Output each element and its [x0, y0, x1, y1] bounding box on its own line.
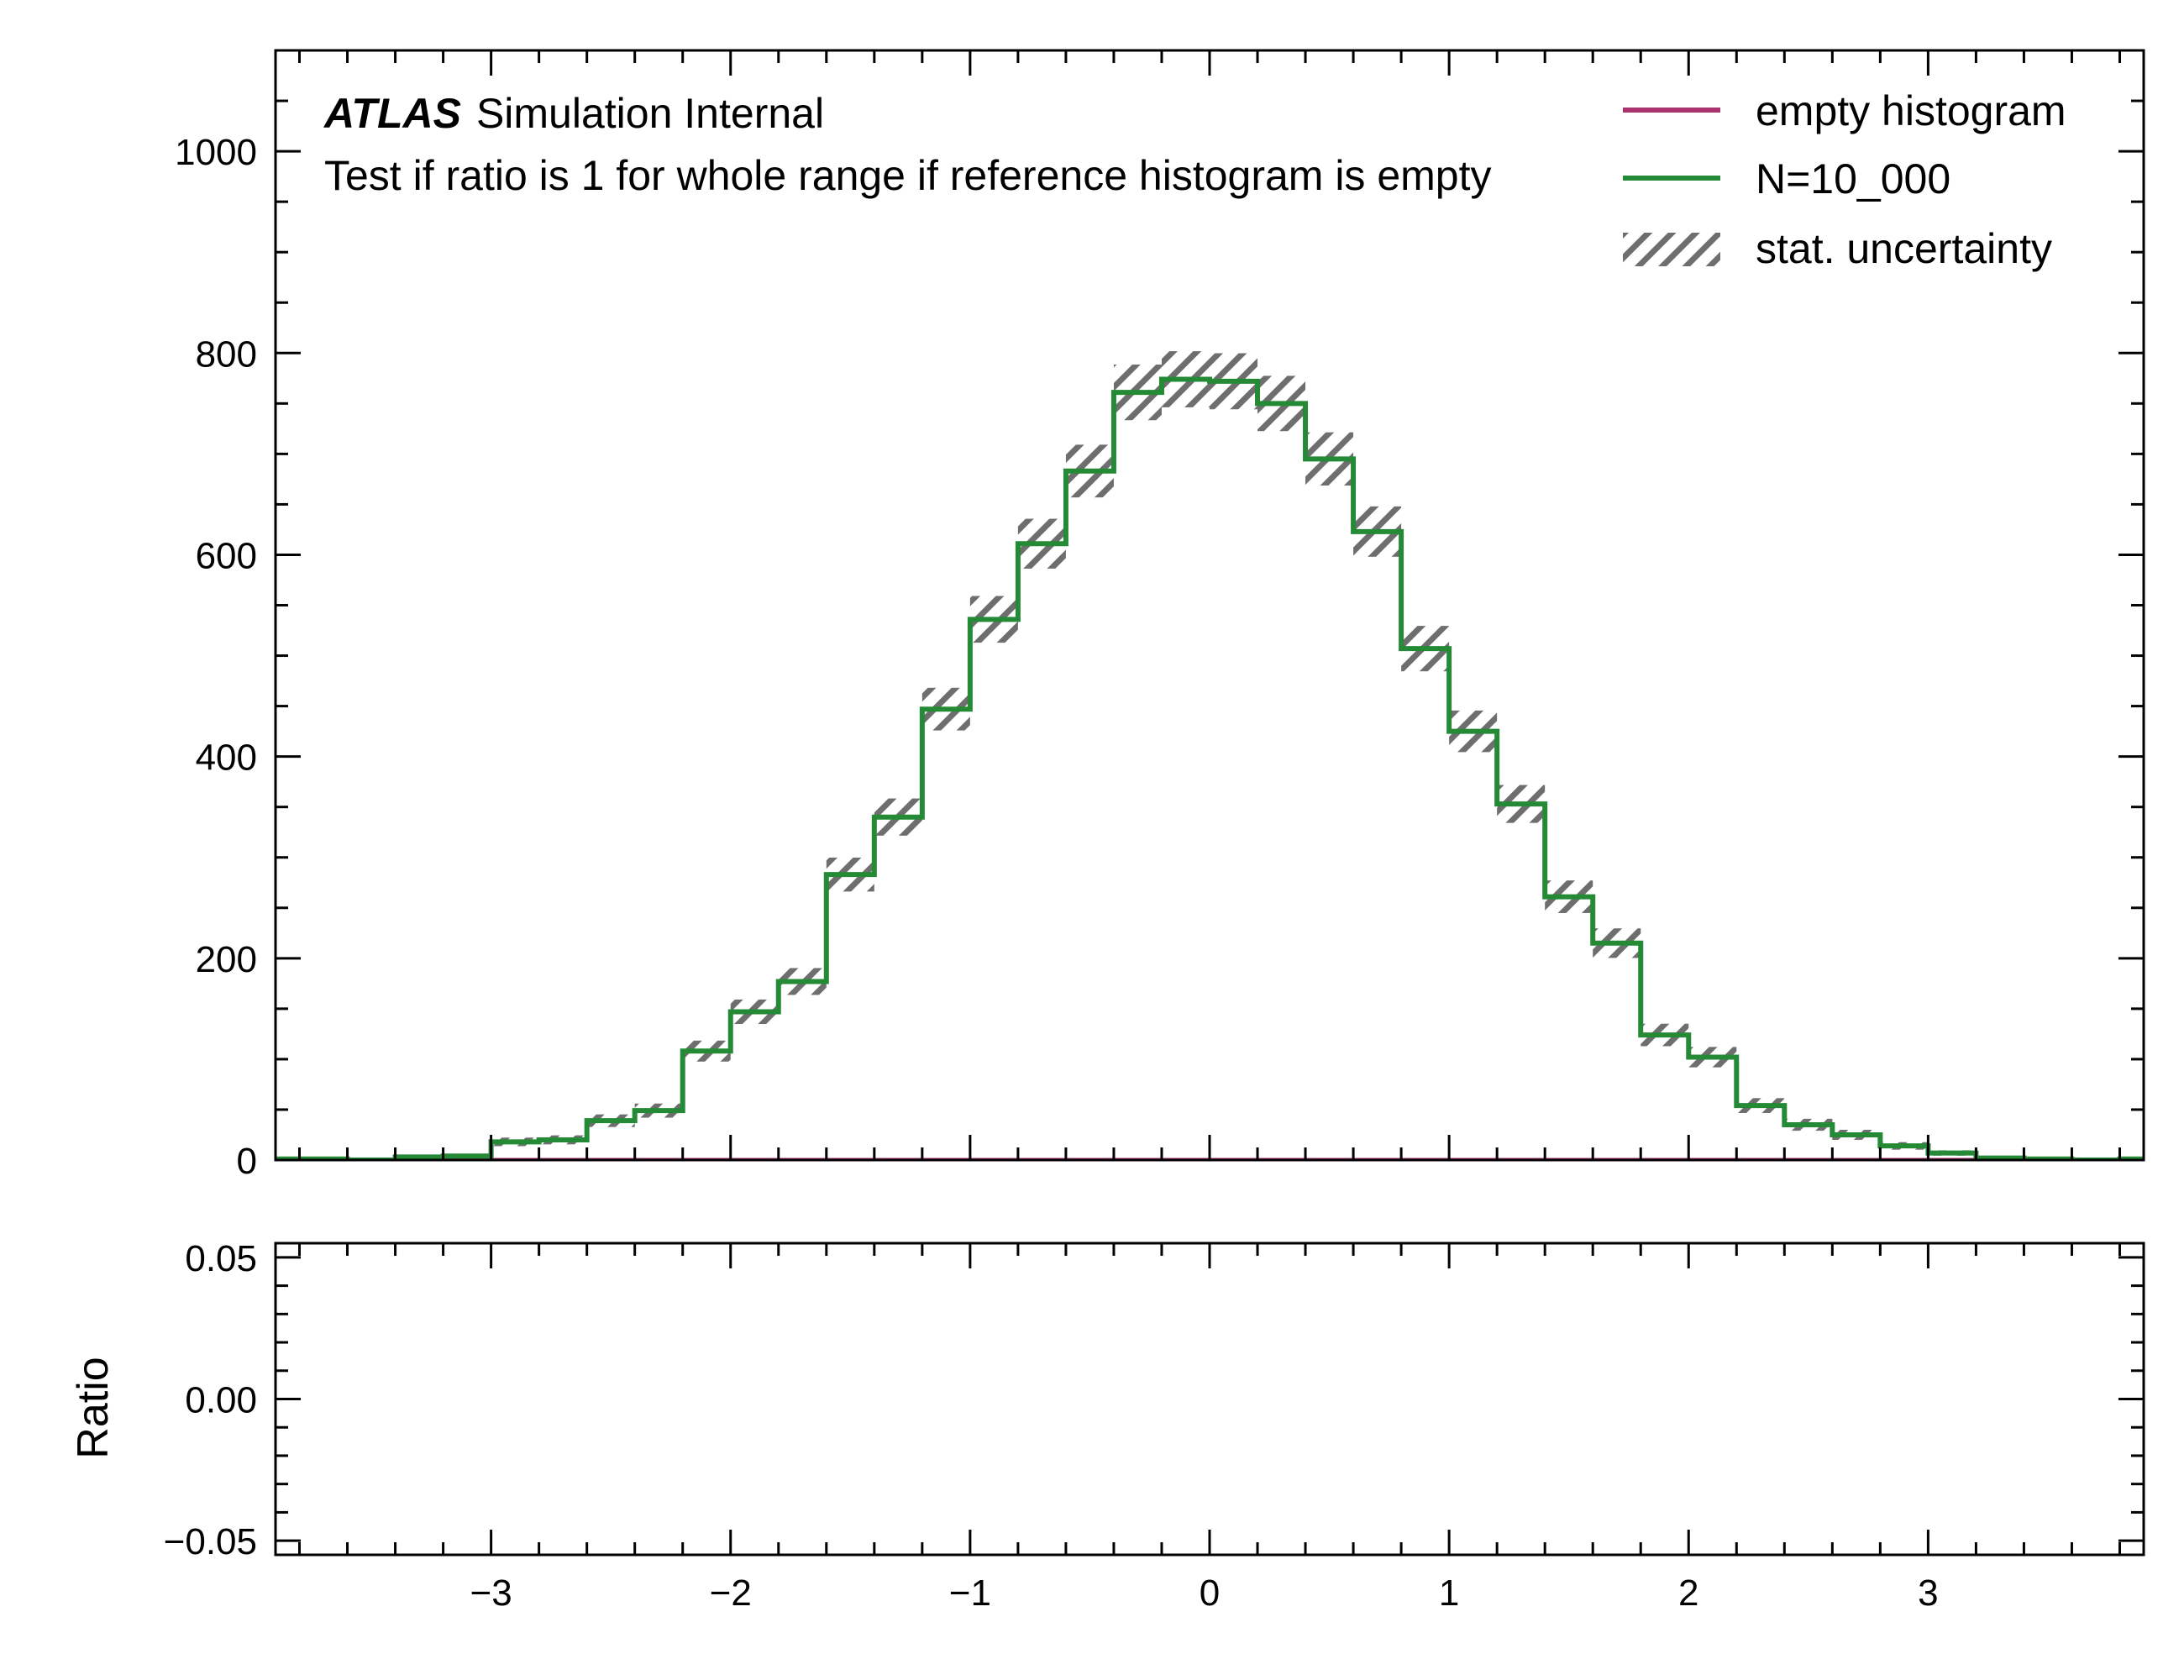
x-tick-label: 0 — [1200, 1572, 1220, 1614]
main-y-tick-label: 400 — [196, 738, 257, 779]
x-tick-label: 3 — [1918, 1572, 1938, 1614]
main-y-tick-label: 600 — [196, 535, 257, 576]
histogram-lines — [276, 376, 2144, 1160]
x-tick-label: 1 — [1439, 1572, 1459, 1614]
legend-label-stat-uncertainty: stat. uncertainty — [1756, 225, 2052, 272]
main-panel: 0 200 400 600 800 1000 ATLAS Simulation Intern… — [175, 49, 2145, 1182]
x-tick-label: −3 — [470, 1572, 512, 1614]
main-ticks — [276, 50, 2144, 1162]
ratio-x-tick-labels: −3 −2 −1 0 1 2 3 — [470, 1572, 1939, 1614]
ratio-y-tick-label: −0.05 — [164, 1521, 257, 1562]
legend-label-empty-histogram: empty histogram — [1756, 87, 2066, 134]
x-tick-label: −2 — [710, 1572, 752, 1614]
main-axes-frame — [274, 49, 2145, 1162]
ratio-y-axis-title: Ratio — [69, 1357, 118, 1458]
main-y-tick-label: 800 — [196, 333, 257, 375]
atlas-label: ATLAS — [323, 90, 461, 137]
main-y-tick-label: 0 — [237, 1141, 257, 1182]
ratio-axes-frame — [274, 1242, 2145, 1557]
chart-subtitle: Test if ratio is 1 for whole range if re… — [324, 152, 1491, 199]
x-tick-label: 2 — [1678, 1572, 1698, 1614]
stat-uncertainty-bands — [276, 351, 2144, 1160]
main-y-tick-labels: 0 200 400 600 800 1000 — [175, 132, 257, 1182]
legend-swatch-stat-uncertainty — [1623, 233, 1720, 266]
ratio-panel: −0.05 0.00 0.05 −3 −2 −1 0 1 2 3 Ratio — [69, 1238, 2145, 1614]
ratio-y-tick-label: 0.00 — [185, 1380, 257, 1421]
legend-label-n10000: N=10_000 — [1756, 155, 1950, 202]
experiment-label-line: ATLAS Simulation Internal — [323, 90, 824, 137]
main-y-tick-label: 200 — [196, 939, 257, 980]
x-tick-label: −1 — [949, 1572, 991, 1614]
ratio-y-tick-labels: −0.05 0.00 0.05 — [164, 1238, 257, 1562]
legend: empty histogram N=10_000 stat. uncertain… — [1623, 87, 2066, 272]
status-label: Simulation Internal — [476, 90, 824, 137]
main-y-tick-label: 1000 — [175, 132, 257, 173]
ratio-ticks — [276, 1243, 2144, 1555]
ratio-y-tick-label: 0.05 — [185, 1238, 257, 1279]
series-line-n10000 — [276, 376, 2144, 1160]
